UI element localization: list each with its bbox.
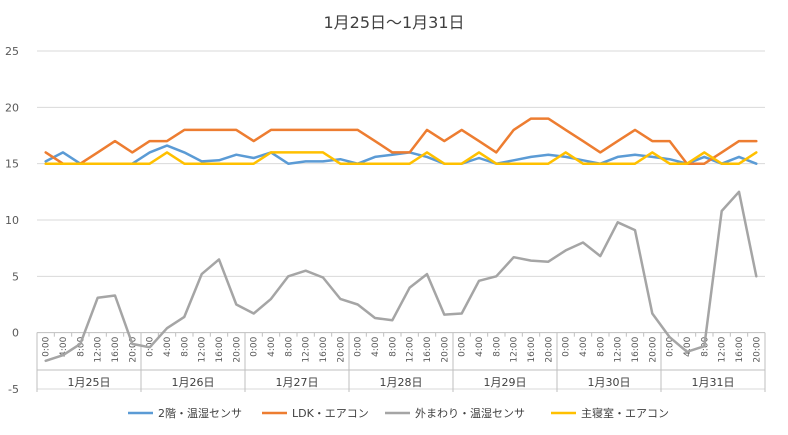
y-tick-label: 15 <box>5 158 19 171</box>
day-label: 1月27日 <box>276 376 319 389</box>
x-tick-label: 16:00 <box>527 336 537 362</box>
x-tick-label: 20:00 <box>128 336 138 362</box>
x-tick-label: 8:00 <box>76 336 86 356</box>
day-label: 1月31日 <box>692 376 735 389</box>
series-lines <box>44 117 758 363</box>
x-tick-label: 12:00 <box>198 336 208 362</box>
x-axis: 0:00 4:00 8:00 12:00 16:00 20:00 1月25日 0:00 4:00… <box>36 332 766 392</box>
x-tick-label: 0:00 <box>458 336 468 356</box>
x-tick-label: 12:00 <box>406 336 416 362</box>
series-line <box>44 190 758 363</box>
x-tick-label: 12:00 <box>94 336 104 362</box>
x-tick-label: 8:00 <box>596 336 606 356</box>
y-axis: -5 0 5 10 15 20 25 <box>5 45 19 396</box>
x-tick-label: 16:00 <box>631 336 641 362</box>
legend-label: 2階・温湿センサ <box>158 406 242 420</box>
x-tick-label: 16:00 <box>319 336 329 362</box>
day-label: 1月30日 <box>588 376 631 389</box>
x-tick-label: 20:00 <box>440 336 450 362</box>
x-tick-label: 20:00 <box>336 336 346 362</box>
x-tick-label: 4:00 <box>267 336 277 356</box>
day-label: 1月29日 <box>484 376 527 389</box>
x-tick-label: 12:00 <box>302 336 312 362</box>
x-tick-label: 4:00 <box>475 336 485 356</box>
x-tick-label: 20:00 <box>752 336 762 362</box>
x-tick-label: 16:00 <box>111 336 121 362</box>
y-tick-label: 5 <box>12 270 19 283</box>
y-tick-label: 20 <box>5 101 19 114</box>
legend-label: LDK・エアコン <box>292 407 369 420</box>
x-tick-label: 0:00 <box>666 336 676 356</box>
series-line <box>44 151 758 165</box>
x-tick-label: 8:00 <box>284 336 294 356</box>
x-tick-label: 4:00 <box>579 336 589 356</box>
x-tick-label: 8:00 <box>180 336 190 356</box>
x-tick-label: 4:00 <box>371 336 381 356</box>
x-tick-label: 4:00 <box>163 336 173 356</box>
x-tick-label: 20:00 <box>648 336 658 362</box>
x-tick-label: 16:00 <box>423 336 433 362</box>
x-tick-label: 12:00 <box>718 336 728 362</box>
day-label: 1月28日 <box>380 376 423 389</box>
day-label: 1月26日 <box>172 376 215 389</box>
y-tick-label: -5 <box>8 383 19 396</box>
legend: 2階・温湿センサ LDK・エアコン 外まわり・温湿センサ 主寝室・エアコン <box>128 406 669 420</box>
chart-title: 1月25日～1月31日 <box>323 13 464 32</box>
x-tick-label: 8:00 <box>492 336 502 356</box>
legend-label: 主寝室・エアコン <box>581 406 669 420</box>
x-tick-label: 4:00 <box>683 336 693 356</box>
x-tick-label: 4:00 <box>59 336 69 356</box>
x-tick-label: 20:00 <box>544 336 554 362</box>
x-tick-label: 16:00 <box>735 336 745 362</box>
x-tick-label: 0:00 <box>250 336 260 356</box>
x-tick-label: 0:00 <box>562 336 572 356</box>
y-tick-label: 0 <box>12 327 19 340</box>
x-tick-label: 12:00 <box>510 336 520 362</box>
x-tick-label: 0:00 <box>354 336 364 356</box>
x-tick-label: 12:00 <box>614 336 624 362</box>
series-line <box>44 117 758 165</box>
y-tick-label: 10 <box>5 214 19 227</box>
x-tick-label: 8:00 <box>388 336 398 356</box>
x-tick-label: 16:00 <box>215 336 225 362</box>
x-tick-label: 20:00 <box>232 336 242 362</box>
day-label: 1月25日 <box>68 376 111 389</box>
y-tick-label: 25 <box>5 45 19 58</box>
gridlines <box>37 50 765 390</box>
legend-label: 外まわり・温湿センサ <box>415 407 525 420</box>
x-tick-label: 0:00 <box>42 336 52 356</box>
